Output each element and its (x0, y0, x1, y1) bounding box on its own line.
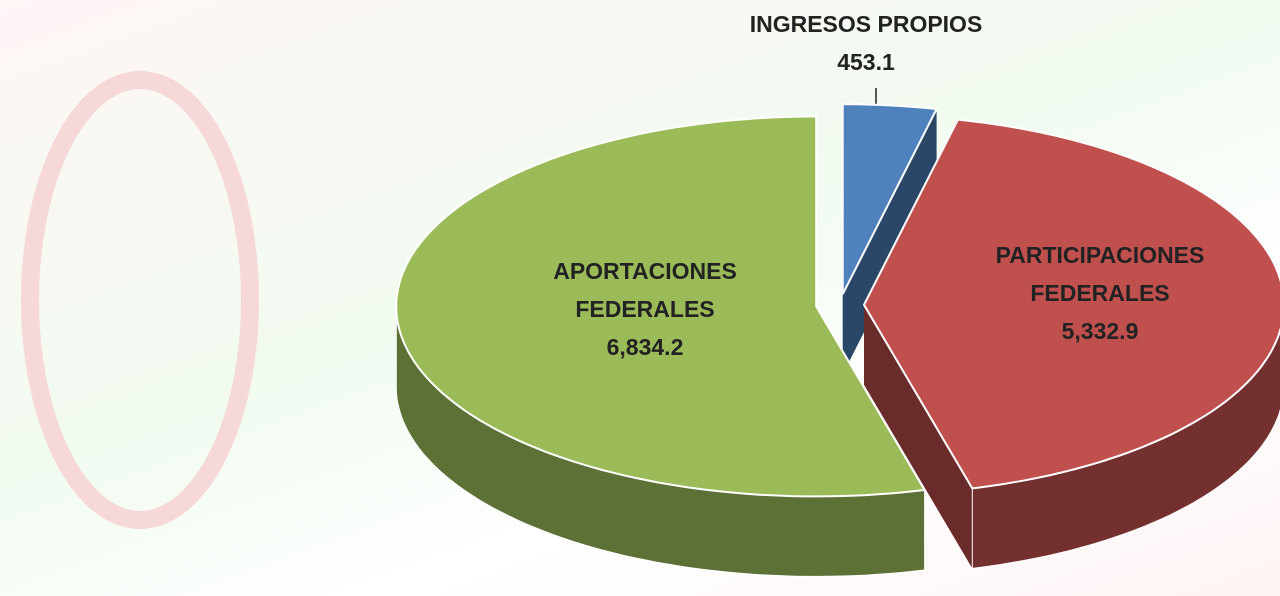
slice-label: PARTICIPACIONES FEDERALES (960, 236, 1240, 312)
slice-label: INGRESOS PROPIOS (716, 5, 1016, 43)
background-decoration (30, 80, 250, 520)
value-label: 5,332.9 (960, 312, 1240, 350)
value-label: 453.1 (716, 43, 1016, 81)
value-label: 6,834.2 (515, 328, 775, 366)
chart: INGRESOS PROPIOS453.1 PARTICIPACIONES FED… (0, 0, 1280, 596)
slice-label: APORTACIONES FEDERALES (515, 252, 775, 328)
